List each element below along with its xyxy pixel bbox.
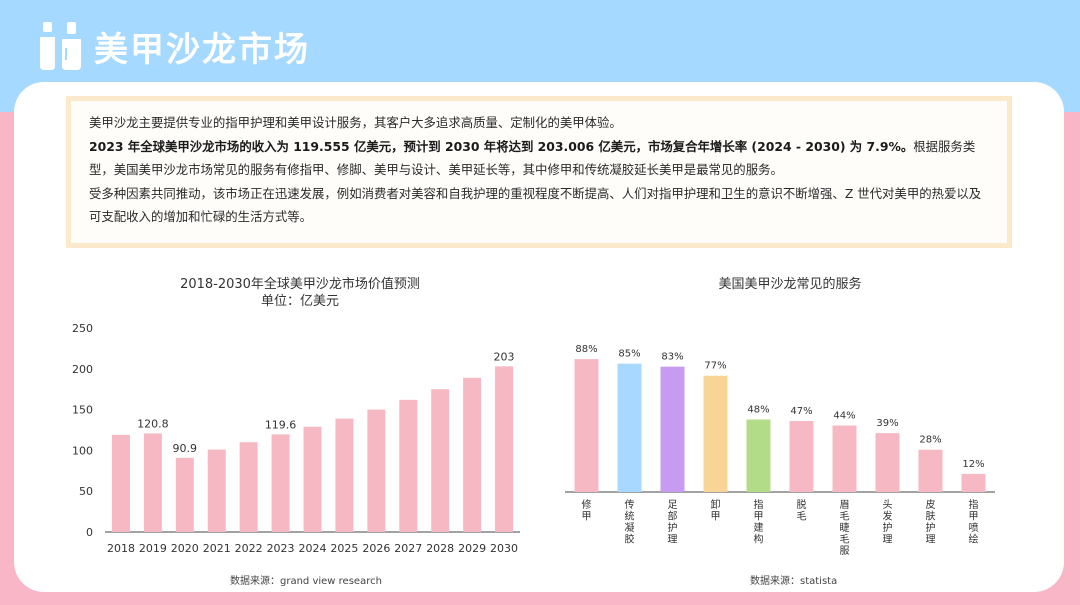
x-tick-label: 2025 xyxy=(330,542,358,555)
x-tick-label: 头发护理 xyxy=(883,499,893,546)
y-tick-label: 150 xyxy=(72,404,93,417)
bar-2026 xyxy=(367,409,386,532)
x-tick-label: 2026 xyxy=(362,542,390,555)
x-tick-label: 传统凝胶 xyxy=(625,499,635,546)
intro-paragraph-3: 受多种因素共同推动，该市场正在迅速发展，例如消费者对美容和自我护理的重视程度不断… xyxy=(89,185,982,225)
data-label: 90.9 xyxy=(173,442,198,455)
x-tick-label: 修甲 xyxy=(582,498,592,523)
y-tick-label: 250 xyxy=(72,322,93,335)
x-tick-label: 2020 xyxy=(171,542,199,555)
x-tick-label: 脱毛 xyxy=(797,498,807,523)
y-tick-label: 0 xyxy=(86,526,93,539)
chart1-title-block: 2018-2030年全球美甲沙龙市场价值预测 单位：亿美元 xyxy=(150,276,450,310)
intro-paragraph-2-rest: 根据服务类型，美国美甲沙龙市场常见的服务有修指甲、修脚、美甲与设计、美甲延长等，… xyxy=(89,138,976,178)
bar-2024 xyxy=(303,426,322,532)
intro-box: 美甲沙龙主要提供专业的指甲护理和美甲设计服务，其客户大多追求高质量、定制化的美甲… xyxy=(66,96,1012,248)
data-label: 83% xyxy=(661,352,683,363)
bar-2028 xyxy=(431,389,450,532)
data-label: 88% xyxy=(575,344,597,355)
x-tick-label: 眉毛睫毛服务 xyxy=(840,499,850,555)
bar-2021 xyxy=(207,449,226,532)
data-label: 12% xyxy=(962,459,984,470)
bar-传统凝胶 xyxy=(617,363,642,492)
data-label: 85% xyxy=(618,349,640,360)
bar-卸甲 xyxy=(703,375,728,492)
bar-2020 xyxy=(175,457,194,532)
intro-paragraph-2: 2023 年全球美甲沙龙市场的收入为 119.555 亿美元，预计到 2030 … xyxy=(89,135,987,182)
intro-highlight: 2023 年全球美甲沙龙市场的收入为 119.555 亿美元，预计到 2030 … xyxy=(89,138,914,154)
x-tick-label: 2019 xyxy=(139,542,167,555)
x-tick-label: 指甲喷绘 xyxy=(969,498,979,546)
bar-指甲建构 xyxy=(746,419,771,492)
x-tick-label: 2029 xyxy=(458,542,486,555)
y-tick-label: 100 xyxy=(72,444,93,457)
header: 美甲沙龙市场 xyxy=(40,20,310,72)
bar-修甲 xyxy=(574,359,599,492)
bar-指甲喷绘 xyxy=(961,473,986,492)
x-tick-label: 2022 xyxy=(235,542,263,555)
chart2-title: 美国美甲沙龙常见的服务 xyxy=(718,277,862,292)
x-tick-label: 2023 xyxy=(267,542,295,555)
bar-2027 xyxy=(399,399,418,532)
chart2-title-block: 美国美甲沙龙常见的服务 xyxy=(640,276,940,293)
bar-头发护理 xyxy=(875,433,900,492)
data-label: 77% xyxy=(704,361,726,372)
x-tick-label: 卸甲 xyxy=(711,498,721,523)
services-chart: 88% 修甲 85% 传统凝胶 83% 足部护理 77% 卸甲 48% 指甲建构 47% 脱毛 44% 眉… xyxy=(565,344,995,555)
bar-2029 xyxy=(463,377,482,532)
x-tick-label: 足部护理 xyxy=(668,499,678,546)
nail-polish-icon xyxy=(40,22,81,70)
data-label: 28% xyxy=(919,435,941,446)
y-tick-label: 50 xyxy=(79,485,93,498)
intro-paragraph-1: 美甲沙龙主要提供专业的指甲护理和美甲设计服务，其客户大多追求高质量、定制化的美甲… xyxy=(89,115,622,130)
data-label: 119.6 xyxy=(265,418,297,431)
data-label: 47% xyxy=(790,406,812,417)
bar-2018 xyxy=(111,434,130,532)
chart1-source: 数据来源：grand view research xyxy=(230,576,382,587)
bar-足部护理 xyxy=(660,366,685,492)
chart2-source: 数据来源：statista xyxy=(750,576,838,587)
x-tick-label: 2028 xyxy=(426,542,454,555)
page-title: 美甲沙龙市场 xyxy=(94,29,310,70)
x-tick-label: 2021 xyxy=(203,542,231,555)
bar-2019 xyxy=(143,433,162,532)
x-tick-label: 2024 xyxy=(299,542,327,555)
chart1-subtitle: 单位：亿美元 xyxy=(260,294,339,309)
bar-2025 xyxy=(335,418,354,532)
x-tick-label: 指甲建构 xyxy=(754,498,764,546)
x-tick-label: 皮肤护理 xyxy=(926,498,936,546)
bar-2022 xyxy=(239,442,258,532)
bar-眉毛睫毛服务 xyxy=(832,425,857,492)
data-label: 48% xyxy=(747,405,769,416)
data-label: 39% xyxy=(876,418,898,429)
bar-2023 xyxy=(271,434,290,532)
data-label: 120.8 xyxy=(137,417,169,430)
bar-皮肤护理 xyxy=(918,449,943,492)
x-tick-label: 2027 xyxy=(394,542,422,555)
data-label: 44% xyxy=(833,411,855,422)
data-label: 203 xyxy=(494,350,515,363)
bar-2030 xyxy=(495,366,514,532)
x-tick-label: 2030 xyxy=(490,542,518,555)
market-value-chart: 0 50 100 150 200 250 2018 2019 120.8 2020 90.9 2021… xyxy=(72,322,520,555)
x-tick-label: 2018 xyxy=(107,542,135,555)
bar-脱毛 xyxy=(789,421,814,492)
y-tick-label: 200 xyxy=(72,363,93,376)
chart1-title: 2018-2030年全球美甲沙龙市场价值预测 xyxy=(180,277,420,292)
